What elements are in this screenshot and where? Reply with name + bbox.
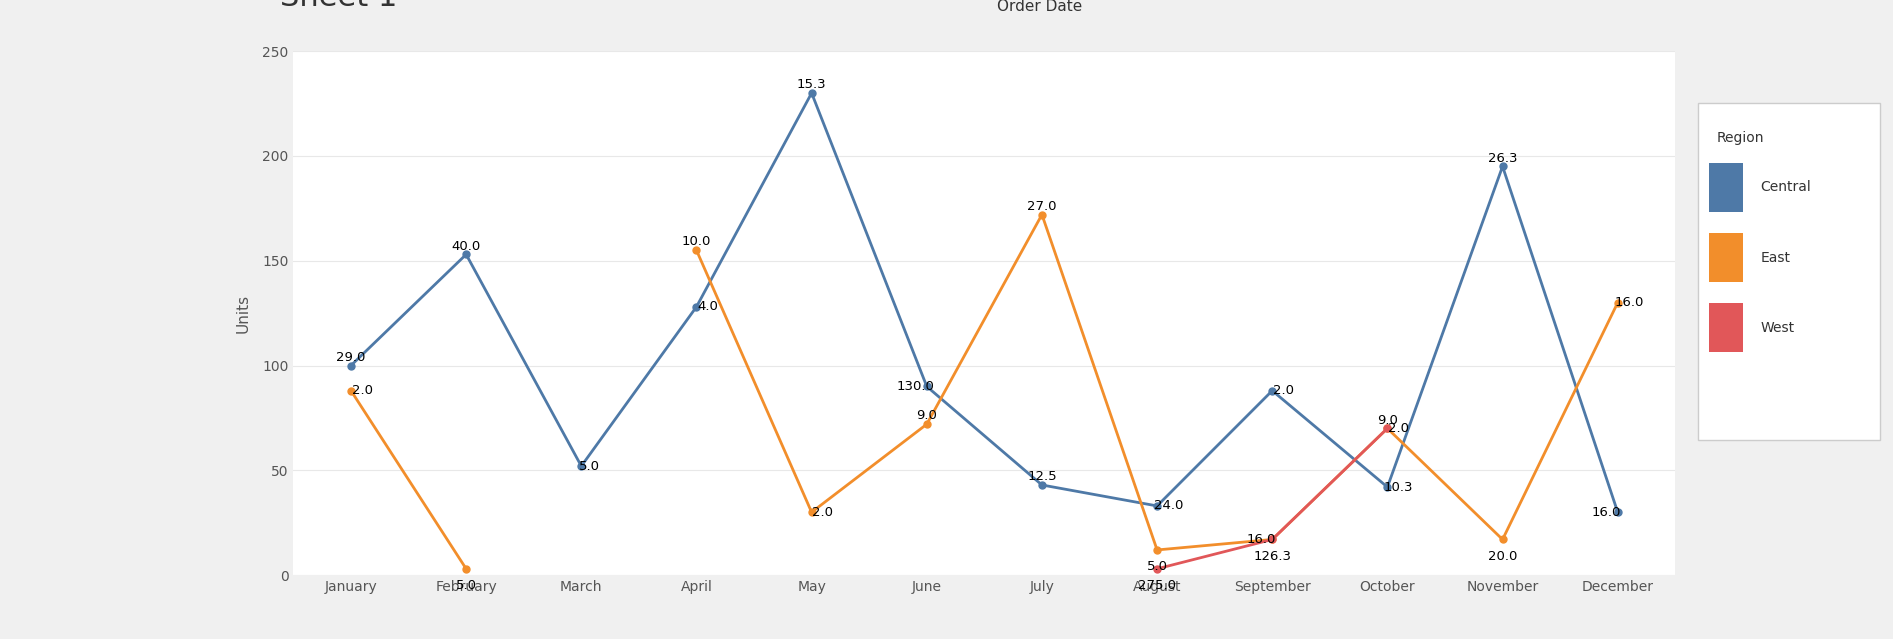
Text: 5.0: 5.0	[1147, 560, 1168, 573]
Y-axis label: Units: Units	[237, 293, 252, 333]
Bar	[1709, 233, 1743, 282]
Text: 29.0: 29.0	[337, 351, 365, 364]
Text: 2.0: 2.0	[352, 384, 373, 397]
Text: 2.0: 2.0	[1388, 422, 1408, 435]
Text: Sheet 1: Sheet 1	[280, 0, 398, 12]
Text: 9.0: 9.0	[1376, 413, 1397, 427]
Text: 275.0: 275.0	[1138, 579, 1176, 592]
Text: 12.5: 12.5	[1028, 470, 1056, 483]
Text: 40.0: 40.0	[452, 240, 481, 252]
Text: 16.0: 16.0	[1615, 296, 1643, 309]
Text: 27.0: 27.0	[1028, 200, 1056, 213]
Text: 15.3: 15.3	[797, 78, 827, 91]
FancyBboxPatch shape	[1698, 103, 1880, 440]
Text: 2.0: 2.0	[1272, 384, 1293, 397]
Text: Central: Central	[1760, 180, 1812, 194]
Text: 130.0: 130.0	[897, 380, 935, 393]
Text: Order Date: Order Date	[998, 0, 1083, 13]
Text: 5.0: 5.0	[579, 459, 600, 473]
Text: 4.0: 4.0	[697, 300, 717, 313]
Text: 10.0: 10.0	[681, 235, 712, 249]
Text: 10.3: 10.3	[1384, 481, 1414, 493]
Bar	[1709, 162, 1743, 212]
Text: 16.0: 16.0	[1246, 533, 1276, 546]
Bar	[1709, 303, 1743, 353]
Text: West: West	[1760, 321, 1795, 335]
Text: 9.0: 9.0	[916, 410, 937, 422]
Text: 5.0: 5.0	[456, 579, 477, 592]
Text: 20.0: 20.0	[1488, 550, 1518, 562]
Text: 24.0: 24.0	[1153, 500, 1183, 512]
Text: East: East	[1760, 250, 1791, 265]
Text: 16.0: 16.0	[1592, 505, 1620, 519]
Text: 26.3: 26.3	[1488, 151, 1518, 165]
Text: Region: Region	[1717, 131, 1764, 145]
Text: 126.3: 126.3	[1253, 550, 1291, 562]
Text: 2.0: 2.0	[812, 505, 833, 519]
